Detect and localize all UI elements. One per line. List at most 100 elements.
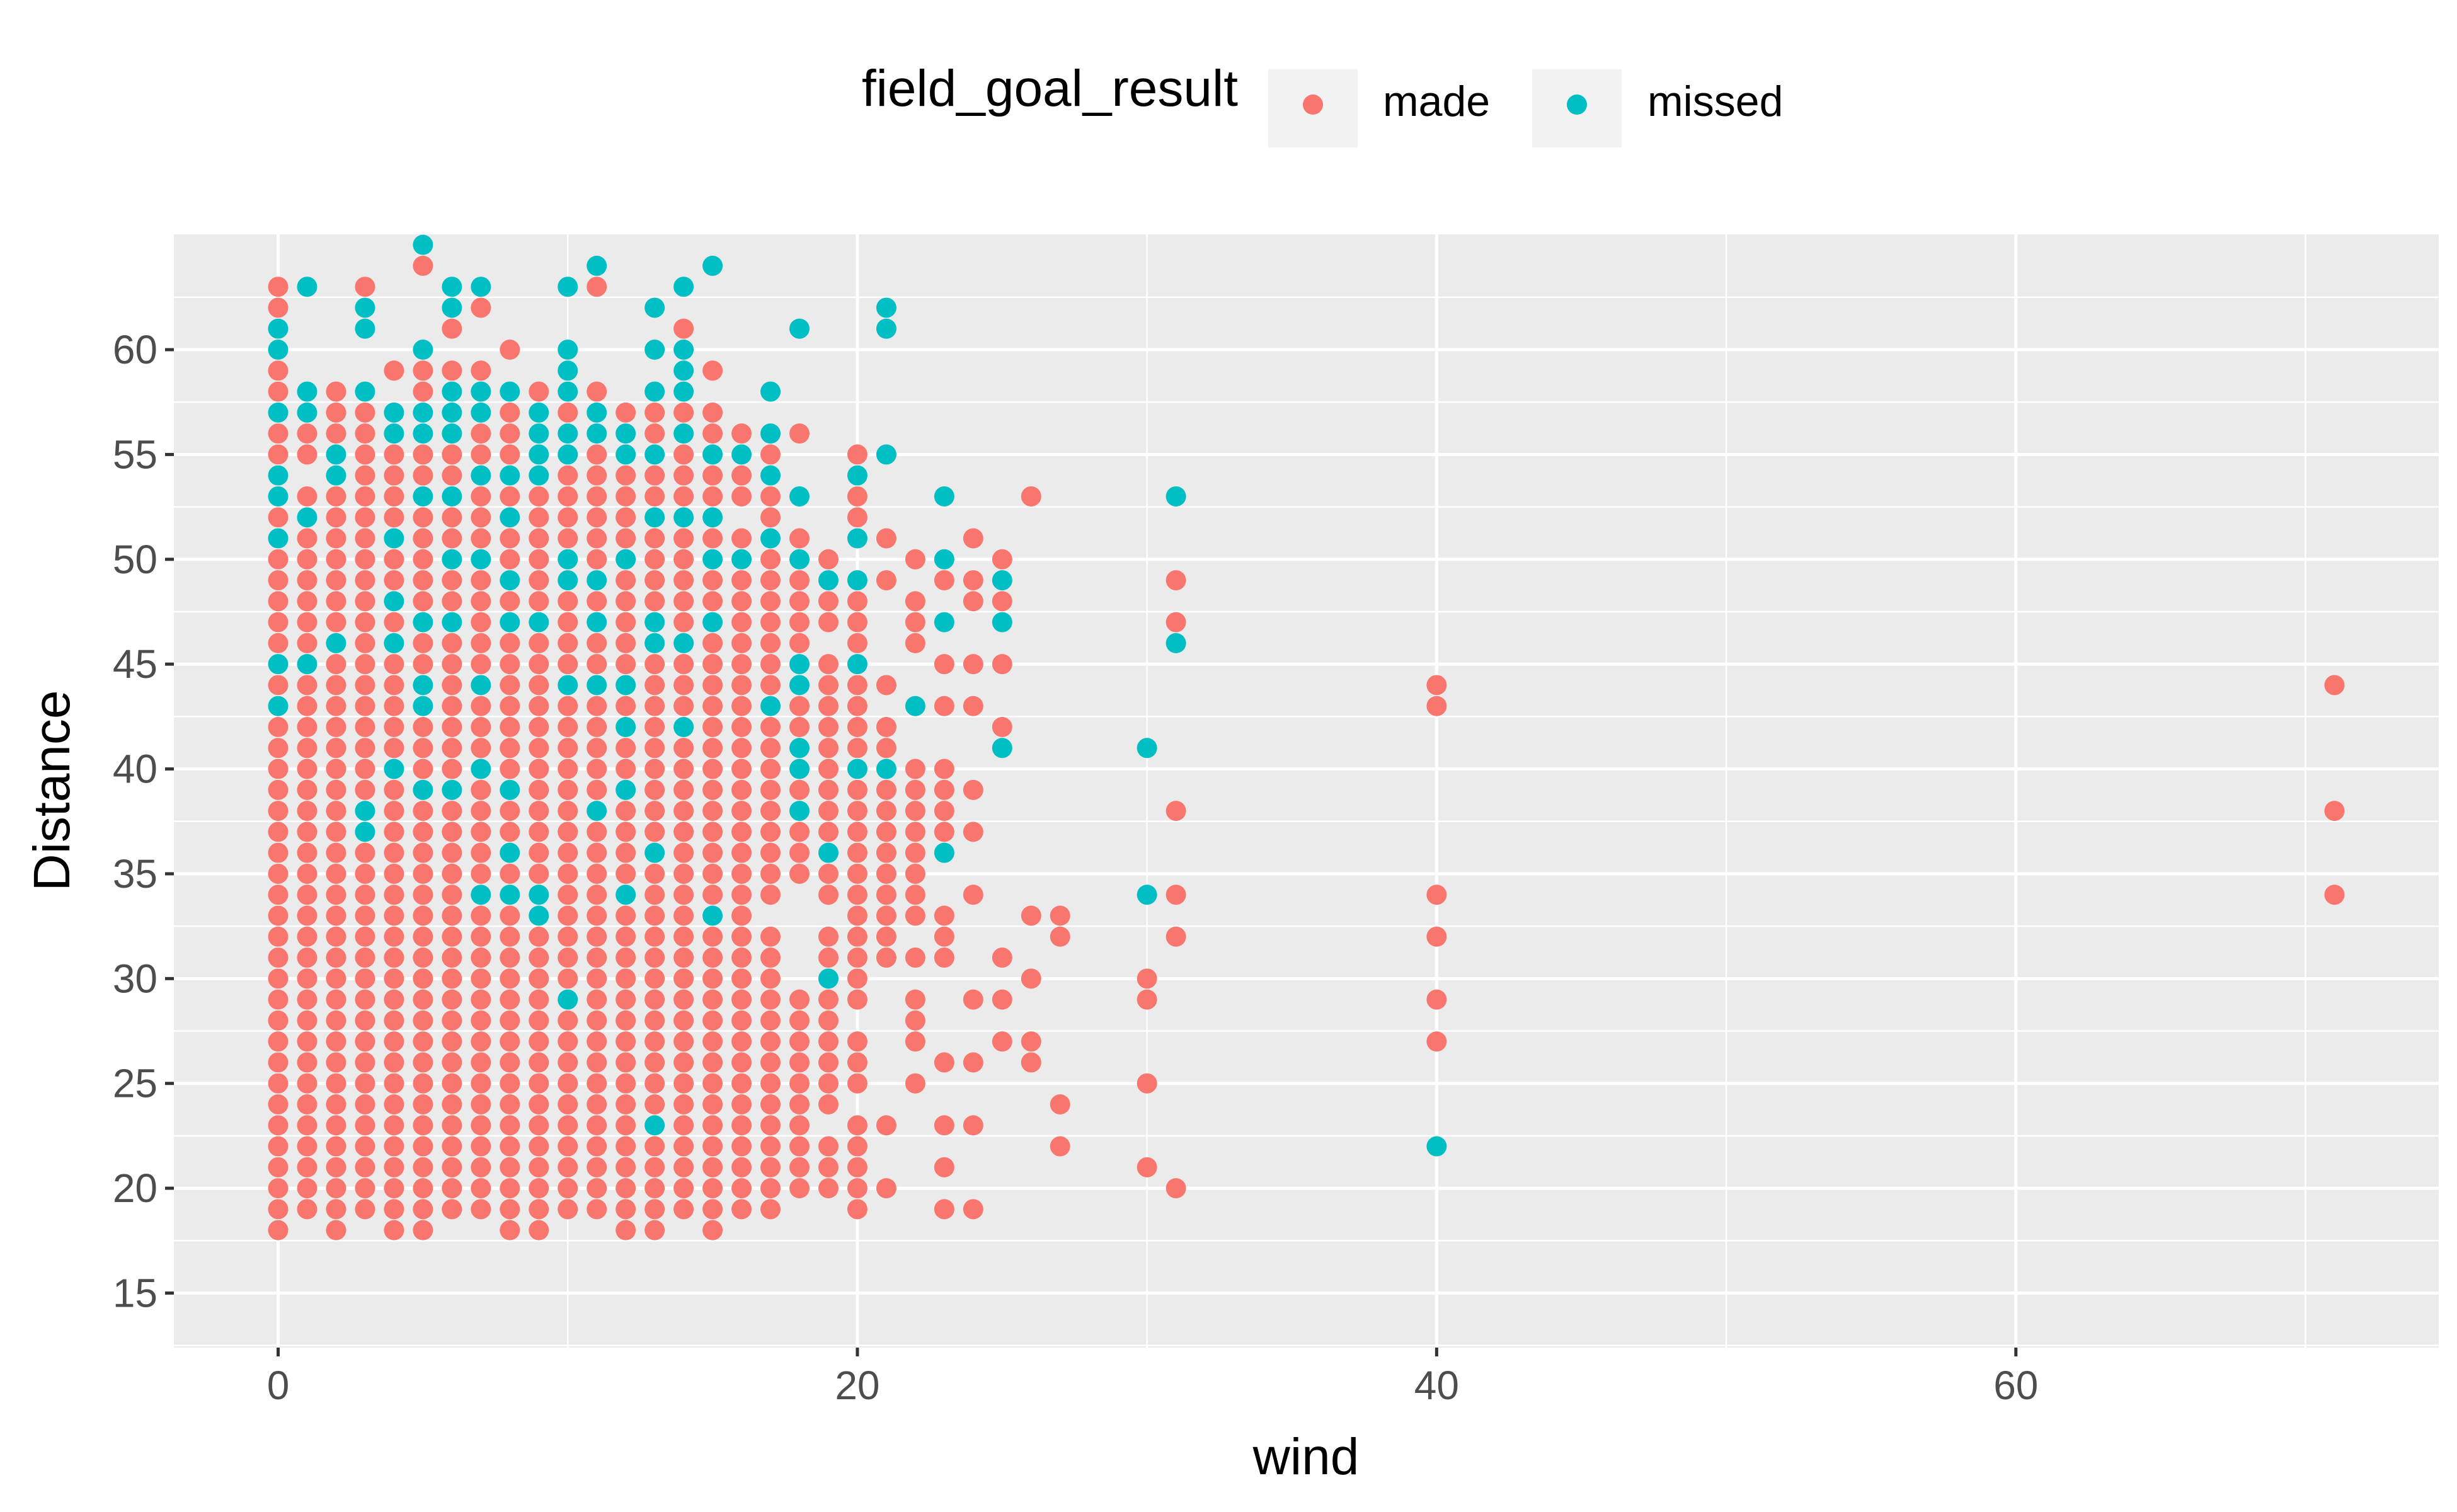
point-made bbox=[413, 528, 433, 549]
point-made bbox=[297, 968, 318, 989]
point-made bbox=[268, 381, 289, 402]
point-made bbox=[529, 717, 549, 738]
point-made bbox=[355, 968, 375, 989]
point-made bbox=[529, 968, 549, 989]
point-made bbox=[673, 989, 694, 1010]
point-made bbox=[471, 926, 491, 947]
point-made bbox=[326, 738, 346, 759]
point-made bbox=[992, 948, 1012, 968]
point-made bbox=[644, 1220, 665, 1240]
point-made bbox=[297, 444, 318, 465]
point-made bbox=[760, 738, 781, 759]
point-made bbox=[731, 423, 752, 444]
point-made bbox=[673, 675, 694, 696]
point-made bbox=[442, 885, 462, 905]
point-made bbox=[818, 1094, 839, 1114]
point-missed bbox=[384, 633, 404, 653]
point-missed bbox=[905, 696, 925, 716]
point-missed bbox=[587, 612, 607, 633]
point-made bbox=[818, 738, 839, 759]
point-made bbox=[587, 549, 607, 570]
point-made bbox=[471, 779, 491, 800]
point-made bbox=[702, 1178, 723, 1199]
point-made bbox=[934, 1199, 954, 1220]
point-made bbox=[471, 1115, 491, 1136]
point-made bbox=[789, 863, 810, 884]
point-made bbox=[731, 1115, 752, 1136]
point-made bbox=[326, 402, 346, 423]
point-made bbox=[587, 444, 607, 465]
point-missed bbox=[702, 507, 723, 528]
point-missed bbox=[413, 340, 433, 360]
point-made bbox=[413, 1115, 433, 1136]
point-made bbox=[558, 1199, 578, 1220]
point-made bbox=[297, 423, 318, 444]
point-made bbox=[1050, 1136, 1070, 1157]
point-made bbox=[847, 926, 868, 947]
point-made bbox=[500, 948, 520, 968]
point-made bbox=[384, 1073, 404, 1094]
point-made bbox=[326, 381, 346, 402]
point-made bbox=[442, 905, 462, 926]
point-made bbox=[731, 1157, 752, 1177]
point-made bbox=[818, 612, 839, 633]
point-missed bbox=[876, 318, 896, 339]
point-made bbox=[326, 549, 346, 570]
point-made bbox=[731, 1073, 752, 1094]
point-made bbox=[355, 842, 375, 863]
point-made bbox=[413, 633, 433, 653]
point-missed bbox=[992, 738, 1012, 759]
point-made bbox=[616, 759, 636, 779]
point-made bbox=[818, 675, 839, 696]
point-missed bbox=[847, 528, 868, 549]
point-made bbox=[413, 255, 433, 276]
point-missed bbox=[384, 528, 404, 549]
point-missed bbox=[442, 486, 462, 507]
point-made bbox=[413, 1094, 433, 1114]
point-made bbox=[384, 968, 404, 989]
point-made bbox=[471, 360, 491, 381]
point-made bbox=[326, 842, 346, 863]
point-made bbox=[731, 1010, 752, 1031]
point-made bbox=[934, 779, 954, 800]
point-made bbox=[587, 842, 607, 863]
point-made bbox=[876, 948, 896, 968]
point-made bbox=[442, 717, 462, 738]
point-missed bbox=[616, 885, 636, 905]
point-made bbox=[876, 926, 896, 947]
point-made bbox=[442, 318, 462, 339]
point-made bbox=[673, 528, 694, 549]
point-made bbox=[326, 1220, 346, 1240]
y-tick-label: 25 bbox=[113, 1061, 158, 1106]
point-made bbox=[500, 1199, 520, 1220]
point-made bbox=[876, 885, 896, 905]
point-made bbox=[413, 863, 433, 884]
point-missed bbox=[413, 234, 433, 255]
point-made bbox=[268, 822, 289, 842]
point-made bbox=[644, 759, 665, 779]
point-made bbox=[616, 1094, 636, 1114]
point-made bbox=[702, 779, 723, 800]
point-made bbox=[731, 885, 752, 905]
point-made bbox=[1050, 1094, 1070, 1114]
point-made bbox=[587, 1010, 607, 1031]
point-made bbox=[789, 1010, 810, 1031]
point-made bbox=[384, 989, 404, 1010]
point-made bbox=[500, 549, 520, 570]
point-made bbox=[442, 863, 462, 884]
point-missed bbox=[384, 759, 404, 779]
point-made bbox=[587, 633, 607, 653]
point-missed bbox=[1426, 1136, 1447, 1157]
point-made bbox=[731, 989, 752, 1010]
point-made bbox=[529, 926, 549, 947]
point-made bbox=[760, 885, 781, 905]
point-made bbox=[268, 633, 289, 653]
point-made bbox=[268, 1136, 289, 1157]
point-made bbox=[500, 402, 520, 423]
point-made bbox=[558, 654, 578, 675]
point-made bbox=[731, 926, 752, 947]
point-made bbox=[471, 1052, 491, 1073]
point-made bbox=[268, 297, 289, 318]
point-missed bbox=[355, 801, 375, 822]
